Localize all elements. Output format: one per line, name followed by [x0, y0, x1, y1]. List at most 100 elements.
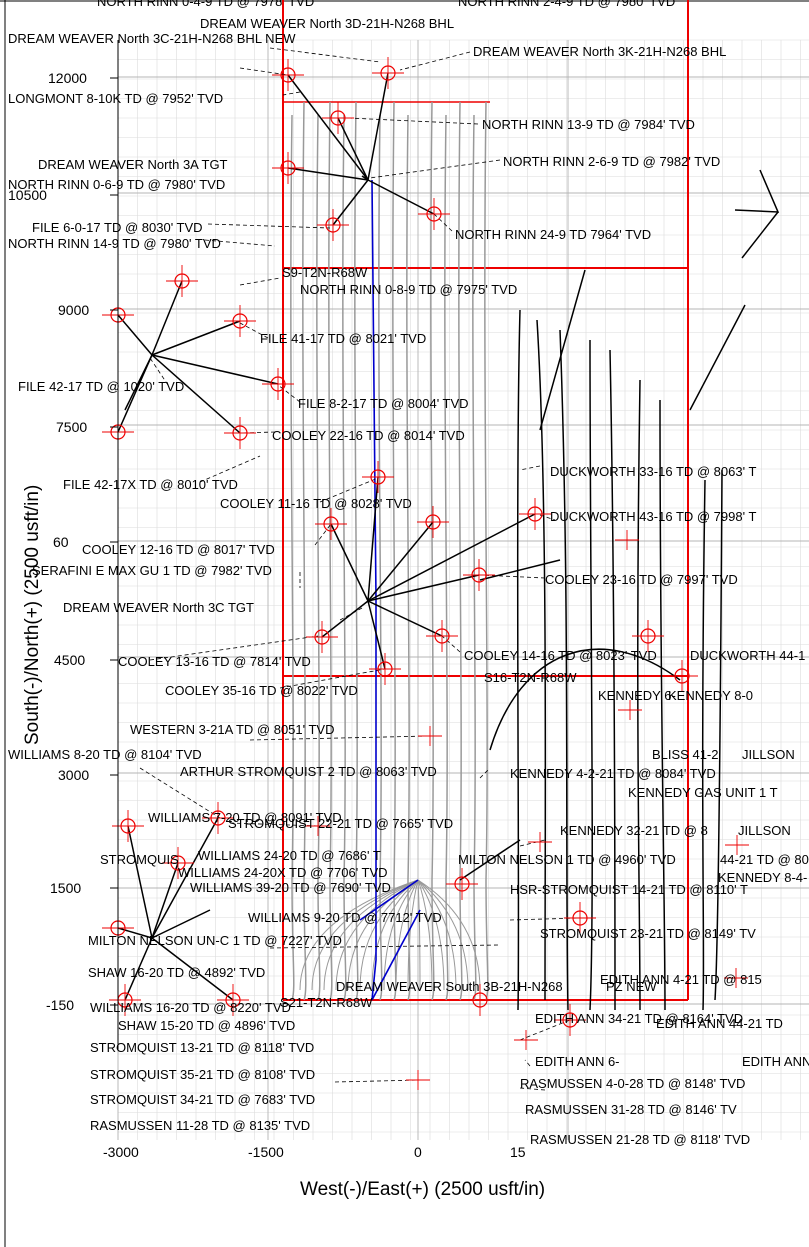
directional-well: [589, 339, 593, 1011]
planned-lateral: [354, 101, 359, 1001]
target-marker: [317, 209, 349, 241]
target-marker: [632, 620, 664, 652]
directional-well: [701, 479, 706, 1011]
well-label: WILLIAMS 9-20 TD @ 7712' TVD: [248, 910, 442, 925]
x-tick-label: -1500: [248, 1144, 284, 1160]
target-marker: [554, 1004, 586, 1036]
well-label: NORTH RINN 2-4-9 TD @ 7980' TVD: [458, 0, 675, 9]
blue-well-paths: [359, 179, 421, 1001]
directional-well: [151, 817, 219, 939]
directional-well: [539, 269, 586, 431]
target-marker: [166, 265, 198, 297]
y-tick-label: -150: [46, 997, 74, 1013]
target-marker: [666, 660, 698, 692]
well-label: DREAM WEAVER North 3A TGT: [38, 157, 228, 172]
x-tick-label: -3000: [103, 1144, 139, 1160]
directional-well: [367, 179, 435, 215]
well-label: WILLIAMS 16-20 TD @ 8220' TVD: [90, 1000, 291, 1015]
directional-well: [609, 349, 616, 1011]
well-label: COOLEY 22-16 TD @ 8014' TVD: [272, 428, 465, 443]
target-marker: [306, 621, 338, 653]
target-marker: [417, 506, 449, 538]
directional-well: [367, 72, 389, 181]
small-marker: [618, 700, 642, 720]
well-label: DREAM WEAVER North 3K-21H-N268 BHL: [473, 44, 726, 59]
well-label: DUCKWORTH 43-16 TD @ 7998' T: [550, 509, 756, 524]
small-marker: [725, 835, 749, 855]
well-label: KENNEDY 6-: [598, 688, 676, 703]
directional-well: [127, 825, 153, 939]
directional-well: [367, 476, 379, 602]
section-label: S9-T2N-R68W: [282, 265, 368, 280]
planned-lateral: [302, 101, 307, 1001]
label-leaders: [139, 47, 581, 1091]
well-label: EDITH ANN 6-: [535, 1054, 620, 1069]
well-label: STROMQUIST 34-21 TD @ 7683' TVD: [90, 1092, 315, 1107]
well-label: JILLSON: [738, 823, 791, 838]
well-label: JILLSON: [742, 747, 795, 762]
planned-laterals: [290, 101, 489, 1001]
well-label: EDITH ANN 44-21 TD: [656, 1016, 783, 1031]
well-markers: [102, 57, 749, 1090]
target-marker: [519, 498, 551, 530]
well-label: DREAM WEAVER North 3C TGT: [63, 600, 254, 615]
target-marker: [202, 802, 234, 834]
directional-well: [367, 574, 480, 602]
well-label: EDITH ANN 34-21 TD @ 8164' TVD: [535, 1011, 743, 1026]
well-label: SHAW 15-20 TD @ 4896' TVD: [118, 1018, 295, 1033]
well-label: WILLIAMS 24-20X TD @ 7706' TVD: [178, 865, 388, 880]
well-label: STROMQUIS: [100, 852, 179, 867]
target-marker: [224, 305, 256, 337]
planned-lateral: [392, 101, 397, 1001]
y-tick-label: 10500: [8, 187, 47, 203]
well-label: RASMUSSEN 31-28 TD @ 8146' TV: [525, 1102, 737, 1117]
well-label: MILTON NELSON UN-C 1 TD @ 7227' TVD: [88, 933, 342, 948]
planned-lateral: [472, 114, 477, 1001]
well-label: WILLIAMS 39-20 TD @ 7690' TVD: [190, 880, 391, 895]
directional-well: [287, 167, 369, 181]
well-label: FILE 6-0-17 TD @ 8030' TVD: [32, 220, 203, 235]
directional-well: [151, 280, 183, 356]
well-label: EDITH ANN 8-8: [742, 1054, 809, 1069]
well-label: WILLIAMS 24-20 TD @ 7686' T: [198, 848, 381, 863]
well-label: FILE 42-17X TD @ 8010' TVD: [63, 477, 238, 492]
planned-lateral: [406, 114, 411, 1001]
well-label: FILE 42-17 TD @ 1020' TVD: [18, 379, 184, 394]
target-marker: [464, 984, 496, 1016]
well-label: WILLIAMS 8-20 TD @ 8104' TVD: [8, 747, 202, 762]
well-label: COOLEY 35-16 TD @ 8022' TVD: [165, 683, 358, 698]
planned-lateral: [290, 114, 295, 1001]
directional-well: [689, 304, 746, 411]
y-tick-label: 9000: [58, 302, 89, 318]
small-marker: [528, 832, 552, 852]
target-marker: [418, 198, 450, 230]
directional-well: [741, 211, 779, 259]
directional-well: [151, 320, 241, 356]
target-marker: [362, 461, 394, 493]
y-tick-label: 4500: [54, 652, 85, 668]
well-label: DUCKWORTH 33-16 TD @ 8063' T: [550, 464, 756, 479]
y-tick-label: 1500: [50, 880, 81, 896]
well-label: RASMUSSEN 21-28 TD @ 8118' TVD: [530, 1132, 750, 1147]
well-label: KENNEDY 32-21 TD @ 8: [560, 823, 708, 838]
well-label: STROMQUIST 22-21 TD @ 7665' TVD: [228, 816, 453, 831]
target-marker: [369, 653, 401, 685]
well-label: KENNEDY GAS UNIT 1 T: [628, 785, 778, 800]
small-marker: [418, 726, 442, 746]
directional-well: [117, 314, 153, 356]
directional-well: [637, 379, 641, 1011]
well-label: STROMQUIST 35-21 TD @ 8108' TVD: [90, 1067, 315, 1082]
target-marker: [217, 984, 249, 1016]
well-label: NORTH RINN 0-8-9 TD @ 7975' TVD: [300, 282, 517, 297]
target-marker: [162, 847, 194, 879]
target-marker: [315, 508, 347, 540]
directional-well: [367, 521, 434, 602]
target-marker: [426, 620, 458, 652]
planned-lateral: [444, 114, 449, 1001]
target-marker: [372, 57, 404, 89]
directional-well: [332, 179, 369, 226]
directional-well: [489, 648, 681, 751]
directional-wells: [117, 72, 780, 1011]
directional-well: [367, 513, 536, 602]
